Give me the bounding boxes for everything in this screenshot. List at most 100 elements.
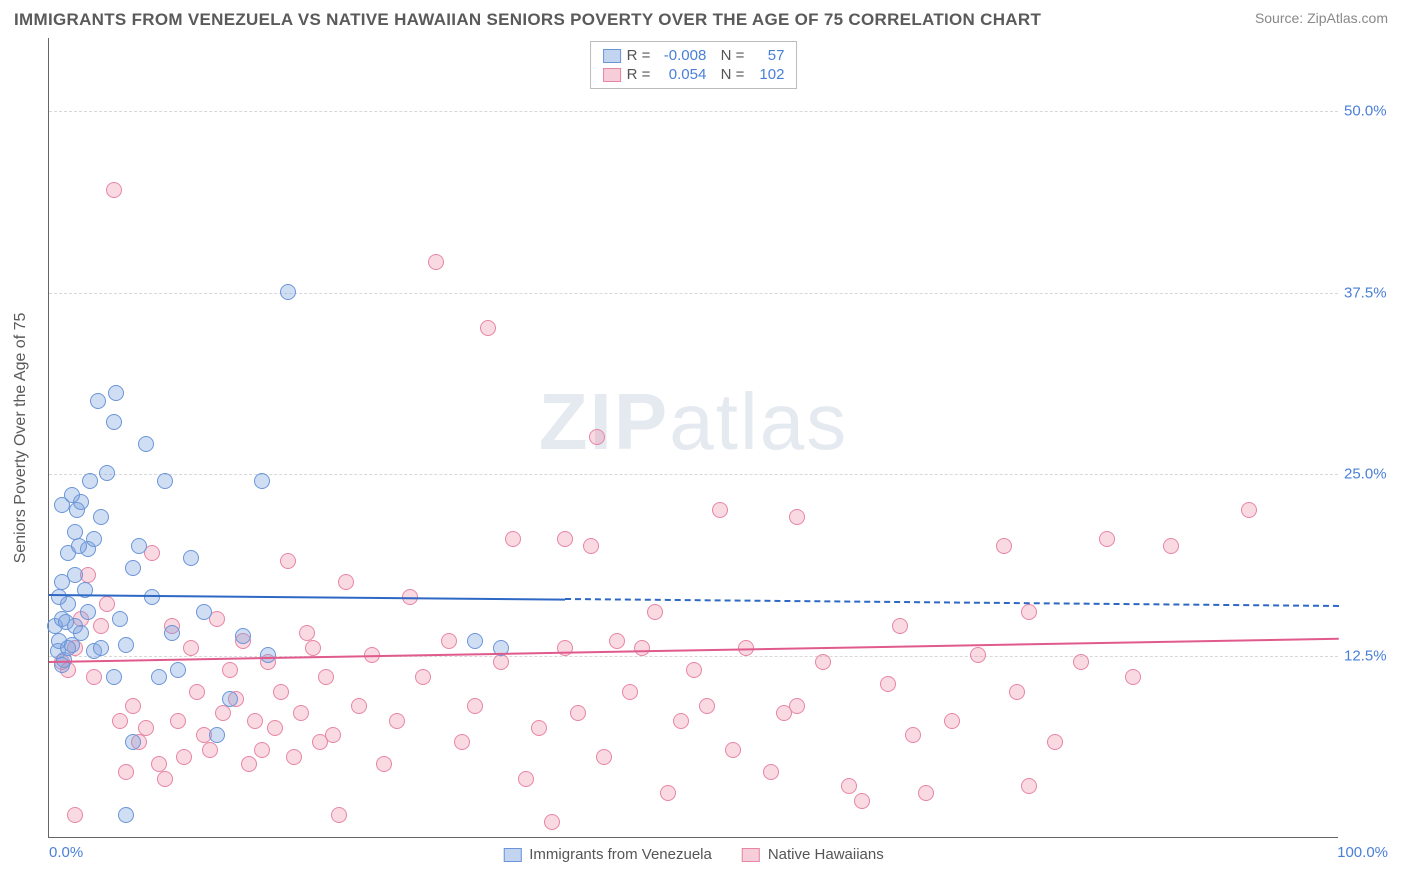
- data-point: [51, 589, 67, 605]
- data-point: [125, 698, 141, 714]
- watermark: ZIPatlas: [539, 376, 848, 468]
- data-point: [1009, 684, 1025, 700]
- data-point: [118, 807, 134, 823]
- data-point: [944, 713, 960, 729]
- data-point: [67, 567, 83, 583]
- data-point: [280, 284, 296, 300]
- data-point: [131, 538, 147, 554]
- data-point: [1241, 502, 1257, 518]
- data-point: [660, 785, 676, 801]
- data-point: [99, 596, 115, 612]
- data-point: [918, 785, 934, 801]
- data-point: [273, 684, 289, 700]
- data-point: [118, 637, 134, 653]
- data-point: [609, 633, 625, 649]
- source-label: Source: ZipAtlas.com: [1255, 10, 1388, 26]
- data-point: [841, 778, 857, 794]
- data-point: [138, 720, 154, 736]
- data-point: [254, 473, 270, 489]
- data-point: [467, 633, 483, 649]
- x-tick-label: 0.0%: [49, 844, 83, 861]
- data-point: [125, 734, 141, 750]
- data-point: [634, 640, 650, 656]
- data-point: [647, 604, 663, 620]
- data-point: [815, 654, 831, 670]
- data-point: [106, 182, 122, 198]
- data-point: [518, 771, 534, 787]
- data-point: [1021, 778, 1037, 794]
- data-point: [686, 662, 702, 678]
- chart-title: IMMIGRANTS FROM VENEZUELA VS NATIVE HAWA…: [14, 10, 1041, 30]
- gridline: [49, 293, 1338, 294]
- data-point: [1125, 669, 1141, 685]
- x-tick-label: 100.0%: [1337, 844, 1388, 861]
- data-point: [151, 669, 167, 685]
- legend-swatch: [603, 49, 621, 63]
- data-point: [90, 393, 106, 409]
- scatter-chart: Seniors Poverty Over the Age of 75 ZIPat…: [48, 38, 1338, 838]
- data-point: [108, 385, 124, 401]
- series-legend: Immigrants from VenezuelaNative Hawaiian…: [503, 846, 883, 863]
- data-point: [67, 618, 83, 634]
- data-point: [260, 647, 276, 663]
- data-point: [222, 691, 238, 707]
- data-point: [138, 436, 154, 452]
- data-point: [338, 574, 354, 590]
- data-point: [505, 531, 521, 547]
- data-point: [441, 633, 457, 649]
- data-point: [905, 727, 921, 743]
- data-point: [596, 749, 612, 765]
- legend-swatch: [742, 848, 760, 862]
- data-point: [493, 654, 509, 670]
- y-tick-label: 25.0%: [1344, 466, 1396, 483]
- y-axis-label: Seniors Poverty Over the Age of 75: [12, 312, 30, 563]
- data-point: [673, 713, 689, 729]
- legend-row: R =-0.008 N =57: [603, 46, 785, 65]
- data-point: [996, 538, 1012, 554]
- data-point: [531, 720, 547, 736]
- data-point: [325, 727, 341, 743]
- data-point: [71, 538, 87, 554]
- data-point: [254, 742, 270, 758]
- data-point: [1047, 734, 1063, 750]
- data-point: [725, 742, 741, 758]
- data-point: [170, 662, 186, 678]
- data-point: [789, 698, 805, 714]
- gridline: [49, 111, 1338, 112]
- data-point: [86, 669, 102, 685]
- data-point: [389, 713, 405, 729]
- data-point: [970, 647, 986, 663]
- y-tick-label: 12.5%: [1344, 648, 1396, 665]
- data-point: [854, 793, 870, 809]
- data-point: [183, 640, 199, 656]
- data-point: [235, 628, 251, 644]
- data-point: [60, 640, 76, 656]
- data-point: [196, 604, 212, 620]
- data-point: [557, 531, 573, 547]
- data-point: [570, 705, 586, 721]
- data-point: [480, 320, 496, 336]
- data-point: [222, 662, 238, 678]
- data-point: [118, 764, 134, 780]
- legend-item: Immigrants from Venezuela: [503, 846, 712, 863]
- data-point: [157, 473, 173, 489]
- data-point: [1021, 604, 1037, 620]
- data-point: [583, 538, 599, 554]
- legend-swatch: [603, 68, 621, 82]
- correlation-legend: R =-0.008 N =57R =0.054 N =102: [590, 41, 798, 89]
- data-point: [589, 429, 605, 445]
- data-point: [64, 487, 80, 503]
- data-point: [318, 669, 334, 685]
- data-point: [544, 814, 560, 830]
- trend-line: [49, 594, 565, 601]
- data-point: [202, 742, 218, 758]
- data-point: [267, 720, 283, 736]
- data-point: [305, 640, 321, 656]
- data-point: [415, 669, 431, 685]
- data-point: [1073, 654, 1089, 670]
- data-point: [454, 734, 470, 750]
- data-point: [467, 698, 483, 714]
- legend-label: Immigrants from Venezuela: [529, 846, 712, 863]
- data-point: [247, 713, 263, 729]
- data-point: [112, 611, 128, 627]
